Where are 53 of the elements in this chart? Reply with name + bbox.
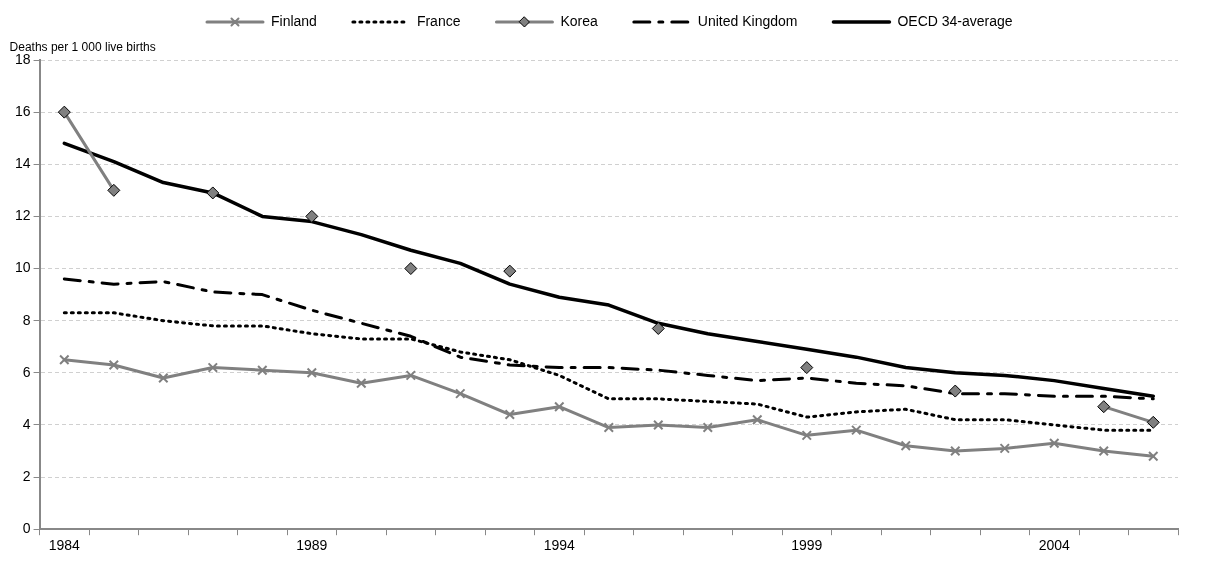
x-tick-label: 2004	[1038, 537, 1071, 554]
legend-label: United Kingdom	[697, 12, 798, 29]
legend-label: Korea	[560, 12, 599, 29]
point	[455, 388, 466, 399]
point	[702, 422, 714, 433]
point	[503, 264, 517, 278]
point	[108, 359, 120, 371]
point	[306, 367, 318, 379]
x-tick-label: 1994	[543, 537, 576, 554]
y-tick-label: 0	[22, 520, 31, 537]
point	[158, 372, 169, 384]
point	[1097, 400, 1111, 414]
point	[257, 364, 268, 376]
y-tick-label: 14	[14, 155, 31, 172]
point	[305, 209, 319, 223]
point	[206, 186, 220, 200]
y-tick-label: 16	[14, 102, 31, 119]
point	[554, 401, 565, 412]
point	[603, 422, 615, 433]
point	[57, 105, 71, 119]
y-tick-label: 6	[22, 363, 31, 380]
point	[651, 321, 665, 335]
point	[851, 424, 862, 436]
point	[1148, 450, 1159, 462]
y-tick-label: 4	[22, 415, 31, 432]
point	[59, 354, 70, 366]
point	[405, 370, 417, 381]
y-tick-label: 10	[14, 259, 31, 276]
y-tick-label: 12	[14, 207, 31, 224]
point	[207, 362, 219, 373]
point	[948, 384, 962, 398]
point	[107, 183, 121, 197]
point	[504, 409, 516, 420]
point	[1098, 445, 1109, 457]
legend-label: France	[416, 12, 461, 29]
point	[801, 430, 813, 441]
point	[999, 443, 1010, 454]
x-tick-label: 1999	[791, 537, 823, 554]
x-tick-label: 1989	[296, 537, 328, 554]
point	[800, 361, 814, 375]
point	[752, 414, 763, 425]
y-tick-label: 2	[22, 467, 31, 484]
x-tick-label: 1984	[48, 537, 81, 554]
point	[1146, 415, 1160, 429]
legend-label: OECD 34-average	[897, 12, 1013, 29]
point	[653, 419, 664, 431]
point	[950, 445, 961, 457]
point	[404, 262, 418, 276]
legend-label: Finland	[270, 12, 317, 29]
y-tick-label: 8	[22, 311, 31, 328]
point	[900, 440, 912, 452]
point	[1049, 437, 1060, 449]
point	[356, 377, 367, 389]
